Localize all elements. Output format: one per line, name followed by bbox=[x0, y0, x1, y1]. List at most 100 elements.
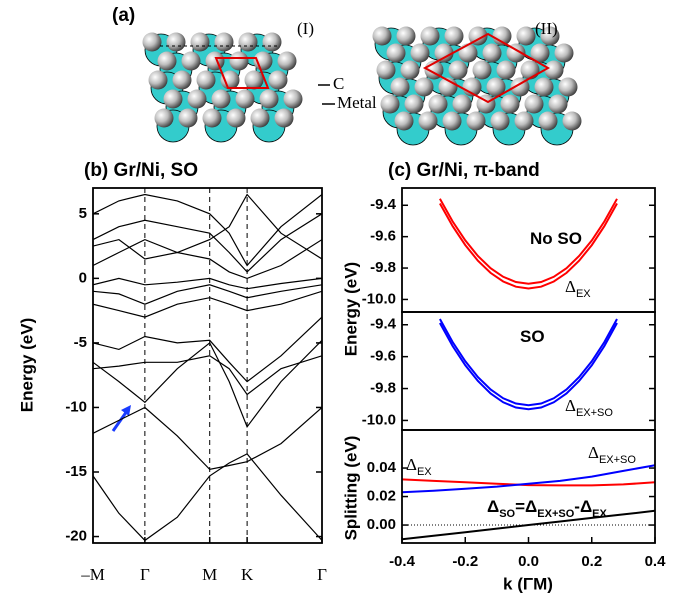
annotation: ΔSO=ΔEX+SO-ΔEX bbox=[487, 497, 608, 519]
carbon-atom bbox=[381, 95, 400, 114]
y-axis-label: Splitting (eV) bbox=[341, 436, 360, 541]
carbon-atom bbox=[275, 109, 294, 128]
annotation-subscript: EX bbox=[576, 288, 591, 300]
annotation: ΔEX+SO bbox=[565, 396, 613, 419]
carbon-atom bbox=[549, 95, 568, 114]
data-line bbox=[93, 291, 322, 317]
carbon-atom bbox=[221, 71, 240, 90]
arrow bbox=[113, 411, 127, 431]
data-line bbox=[93, 317, 322, 382]
carbon-atom bbox=[491, 112, 510, 131]
carbon-atom bbox=[377, 61, 396, 80]
data-line bbox=[93, 214, 322, 272]
carbon-atom bbox=[459, 44, 478, 63]
plot bbox=[440, 199, 617, 289]
y-tick-label: -5 bbox=[74, 334, 87, 351]
x-tick-label: K bbox=[241, 565, 254, 584]
carbon-atom bbox=[449, 61, 468, 80]
carbon-atom bbox=[483, 44, 502, 63]
plot-frame bbox=[402, 188, 655, 312]
annotation-subscript: EX bbox=[417, 466, 432, 478]
y-tick-label: -9.4 bbox=[370, 316, 397, 333]
carbon-atom bbox=[467, 112, 486, 131]
chart-title: (b) Gr/Ni, SO bbox=[84, 160, 198, 181]
carbon-atom bbox=[143, 33, 162, 52]
carbon-atom bbox=[525, 95, 544, 114]
carbon-atom bbox=[539, 112, 558, 131]
panel-label: (a) bbox=[112, 5, 135, 26]
annotation-text: Δ bbox=[588, 443, 599, 462]
carbon-atom bbox=[158, 52, 177, 71]
carbon-atom bbox=[260, 90, 279, 109]
carbon-atom bbox=[405, 95, 424, 114]
y-tick-label: -9.8 bbox=[370, 259, 396, 276]
carbon-atom bbox=[419, 112, 438, 131]
carbon-atom bbox=[563, 112, 582, 131]
carbon-atom bbox=[401, 61, 420, 80]
carbon-atom bbox=[411, 44, 430, 63]
x-tick-label: 0.0 bbox=[518, 553, 539, 570]
y-tick-label: -10.0 bbox=[362, 411, 396, 428]
y-tick-label: 0.04 bbox=[367, 459, 397, 476]
carbon-atom bbox=[236, 90, 255, 109]
y-tick-label: 0.00 bbox=[367, 516, 396, 533]
carbon-atom bbox=[179, 109, 198, 128]
x-tick-label: M bbox=[202, 565, 217, 584]
carbon-atom bbox=[497, 61, 516, 80]
annotation-text: Δ bbox=[565, 277, 576, 296]
plot bbox=[93, 195, 322, 541]
carbon-atom bbox=[445, 27, 464, 46]
x-axis-label: k (ΓM) bbox=[503, 574, 553, 593]
data-line bbox=[440, 204, 617, 289]
y-tick-label: -9.8 bbox=[370, 380, 396, 397]
carbon-atom bbox=[206, 52, 225, 71]
x-tick-label: 0.2 bbox=[581, 553, 602, 570]
carbon-atom bbox=[515, 112, 534, 131]
x-tick-label: Γ bbox=[140, 565, 150, 584]
annotation-subscript: EX bbox=[592, 508, 607, 520]
y-axis-label: Energy (eV) bbox=[341, 262, 360, 356]
y-tick-label: -10 bbox=[65, 398, 87, 415]
chart-title: (c) Gr/Ni, π-band bbox=[388, 160, 540, 181]
carbon-atom bbox=[188, 90, 207, 109]
carbon-atom bbox=[395, 112, 414, 131]
figure: (a) (I) (II) C Metal -20-15-10-505–MΓMKΓ… bbox=[0, 0, 683, 595]
data-line bbox=[93, 195, 322, 260]
annotation: No SO bbox=[530, 229, 582, 248]
carbon-atom bbox=[164, 90, 183, 109]
carbon-atom bbox=[415, 78, 434, 97]
carbon-atom bbox=[230, 52, 249, 71]
annotation: ΔEX+SO bbox=[588, 443, 636, 466]
carbon-atom bbox=[555, 44, 574, 63]
y-tick-label: 0.02 bbox=[367, 488, 396, 505]
annotation-subscript: EX+SO bbox=[599, 454, 636, 466]
annotation: ΔEX bbox=[406, 455, 432, 478]
carbon-atom bbox=[559, 78, 578, 97]
carbon-atom bbox=[435, 44, 454, 63]
carbon-atom bbox=[173, 71, 192, 90]
carbon-atom bbox=[373, 27, 392, 46]
structure-label: (II) bbox=[535, 19, 558, 38]
carbon-atom bbox=[215, 33, 234, 52]
plot-frame bbox=[402, 430, 655, 543]
y-tick-label: 0 bbox=[79, 269, 87, 286]
carbon-atom bbox=[263, 33, 282, 52]
y-tick-label: -20 bbox=[65, 528, 87, 545]
y-tick-label: -10.0 bbox=[362, 290, 396, 307]
y-tick-label: 5 bbox=[79, 205, 87, 222]
annotation-text: Δ bbox=[565, 396, 576, 415]
carbon-atom bbox=[535, 78, 554, 97]
annotation-text: No SO bbox=[530, 229, 582, 248]
carbon-atom bbox=[429, 95, 448, 114]
carbon-atom bbox=[387, 44, 406, 63]
atom-label: Metal bbox=[337, 93, 377, 112]
x-tick-label: -0.2 bbox=[452, 553, 478, 570]
carbon-atom bbox=[545, 61, 564, 80]
y-tick-label: -15 bbox=[65, 463, 87, 480]
carbon-atom bbox=[155, 109, 174, 128]
data-line bbox=[402, 465, 655, 492]
carbon-atom bbox=[203, 109, 222, 128]
annotation-subscript: EX+SO bbox=[537, 508, 574, 520]
annotation: SO bbox=[520, 327, 545, 346]
y-axis-label: Energy (eV) bbox=[17, 318, 36, 412]
